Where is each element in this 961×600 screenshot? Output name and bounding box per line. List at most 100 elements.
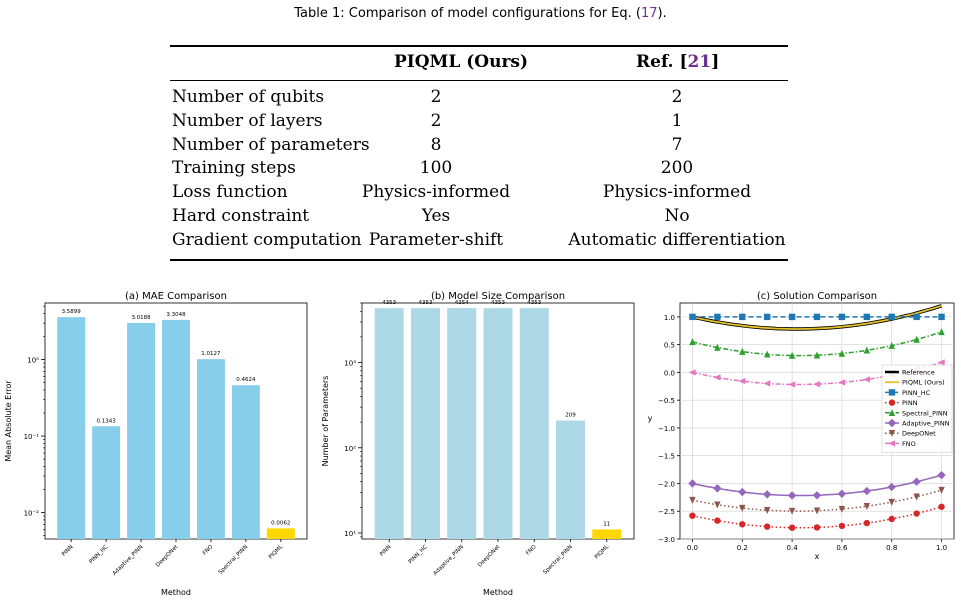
table-header-ref: Ref. [21] xyxy=(636,52,719,72)
series-marker xyxy=(863,519,871,527)
x-tick-label: Spectral_PINN xyxy=(542,544,574,576)
y-tick-label: 10⁻¹ xyxy=(24,433,40,441)
y-tick-label: 1.0 xyxy=(664,314,675,322)
series-marker xyxy=(689,512,696,519)
caption-equation-ref[interactable]: 17 xyxy=(640,6,658,21)
x-tick-label: FNO xyxy=(202,544,215,557)
y-axis-label: Number of Parameters xyxy=(321,376,330,467)
series-marker xyxy=(763,507,771,514)
table-mid-rule xyxy=(170,80,788,81)
series-marker xyxy=(738,377,746,385)
chart-title: (b) Model Size Comparison xyxy=(431,291,565,302)
series-marker xyxy=(813,380,821,388)
series-marker xyxy=(888,498,895,506)
series-marker xyxy=(688,479,697,488)
row-label: Hard constraint xyxy=(172,206,310,226)
series-marker xyxy=(888,409,896,416)
y-tick-label: −1.5 xyxy=(658,453,675,461)
y-axis-label: y xyxy=(648,414,653,423)
x-tick-label: PINN xyxy=(379,544,393,558)
y-tick-label: 10³ xyxy=(344,360,356,368)
row-label: Number of parameters xyxy=(172,134,370,155)
x-tick-label: FNO xyxy=(525,544,538,557)
series-marker xyxy=(937,359,945,366)
series-marker xyxy=(813,524,821,531)
table-header-ref-prefix: Ref. [ xyxy=(636,52,688,72)
legend-label: Reference xyxy=(902,369,935,377)
y-axis-label: Mean Absolute Error xyxy=(4,380,13,462)
series-marker xyxy=(812,491,822,500)
chart-title: (c) Solution Comparison xyxy=(757,291,877,302)
legend-label: Spectral_PINN xyxy=(902,409,948,417)
x-tick-label: DeepONet xyxy=(477,544,502,569)
series-marker xyxy=(788,351,796,359)
table-row: Hard constraint Yes No xyxy=(172,206,788,230)
x-tick-label: PINN xyxy=(61,544,75,558)
row-ref-value: 7 xyxy=(671,134,683,155)
series-marker xyxy=(714,501,721,509)
table-row: Number of layers 2 1 xyxy=(172,111,788,135)
table-row: Number of parameters 8 7 xyxy=(172,135,788,159)
series-marker xyxy=(888,440,896,447)
y-tick-label: 10² xyxy=(344,445,356,453)
series-marker xyxy=(689,313,696,321)
row-ref-value: Automatic differentiation xyxy=(568,229,786,250)
row-ours-value: Yes xyxy=(421,206,451,226)
y-tick-label: 10⁻² xyxy=(24,509,40,517)
bar-value-label: 4353 xyxy=(418,300,432,306)
series-marker xyxy=(787,491,797,500)
series-marker xyxy=(788,381,796,388)
row-ours-value: 8 xyxy=(430,134,442,155)
x-tick-label: 0.8 xyxy=(886,544,897,552)
bar-value-label: 4353 xyxy=(491,300,505,306)
x-tick-label: 0.4 xyxy=(787,544,799,552)
table-header-ours: PIQML (Ours) xyxy=(394,52,529,72)
table-header-ref-link[interactable]: 21 xyxy=(687,52,712,72)
y-tick-label: −3.0 xyxy=(658,536,675,544)
series-marker xyxy=(739,313,746,321)
table-row: Training steps 100 200 xyxy=(172,158,788,182)
series-marker xyxy=(863,346,871,354)
series-marker xyxy=(913,335,920,343)
series-marker xyxy=(688,369,696,376)
row-ours-value: 100 xyxy=(419,158,453,179)
series-marker xyxy=(788,524,796,531)
series-marker xyxy=(938,313,945,321)
series-marker xyxy=(739,504,746,512)
row-ref-value: 200 xyxy=(660,158,694,179)
caption-end: ). xyxy=(657,6,667,21)
x-tick-label: PINN_HC xyxy=(88,544,109,565)
row-ours-value: 2 xyxy=(430,110,442,131)
bar xyxy=(519,308,549,539)
y-tick-label: 0.5 xyxy=(664,342,675,350)
x-tick-label: 0.0 xyxy=(687,544,698,552)
series-marker xyxy=(813,507,821,515)
series-line xyxy=(692,304,942,330)
legend-label: PINN_HC xyxy=(902,389,931,397)
chart-title: (a) MAE Comparison xyxy=(125,291,227,302)
series-marker xyxy=(763,523,771,530)
bar xyxy=(556,420,586,539)
row-ours-value: Parameter-shift xyxy=(368,229,504,250)
x-tick-label: Spectral_PINN xyxy=(218,544,250,576)
series-marker xyxy=(713,374,721,381)
series-marker xyxy=(788,507,796,515)
row-ours-value: Physics-informed xyxy=(361,182,511,203)
bar xyxy=(266,528,295,539)
bar-value-label: 11 xyxy=(603,521,610,527)
series-marker xyxy=(888,313,895,321)
x-tick-label: Adaptive_PINN xyxy=(432,544,465,577)
legend-label: DeepONet xyxy=(902,430,936,438)
x-tick-label: PINN_HC xyxy=(408,544,429,565)
y-tick-label: 0.0 xyxy=(664,369,675,377)
x-tick-label: DeepONet xyxy=(155,544,180,569)
series-marker xyxy=(813,351,821,359)
x-axis-label: Method xyxy=(161,588,191,597)
series-marker xyxy=(913,313,920,321)
series-marker xyxy=(689,338,696,346)
x-tick-label: PIQML xyxy=(594,544,611,561)
row-label: Loss function xyxy=(172,182,288,203)
caption-text: Table 1: Comparison of model configurati… xyxy=(294,6,641,21)
legend-box xyxy=(881,364,953,453)
